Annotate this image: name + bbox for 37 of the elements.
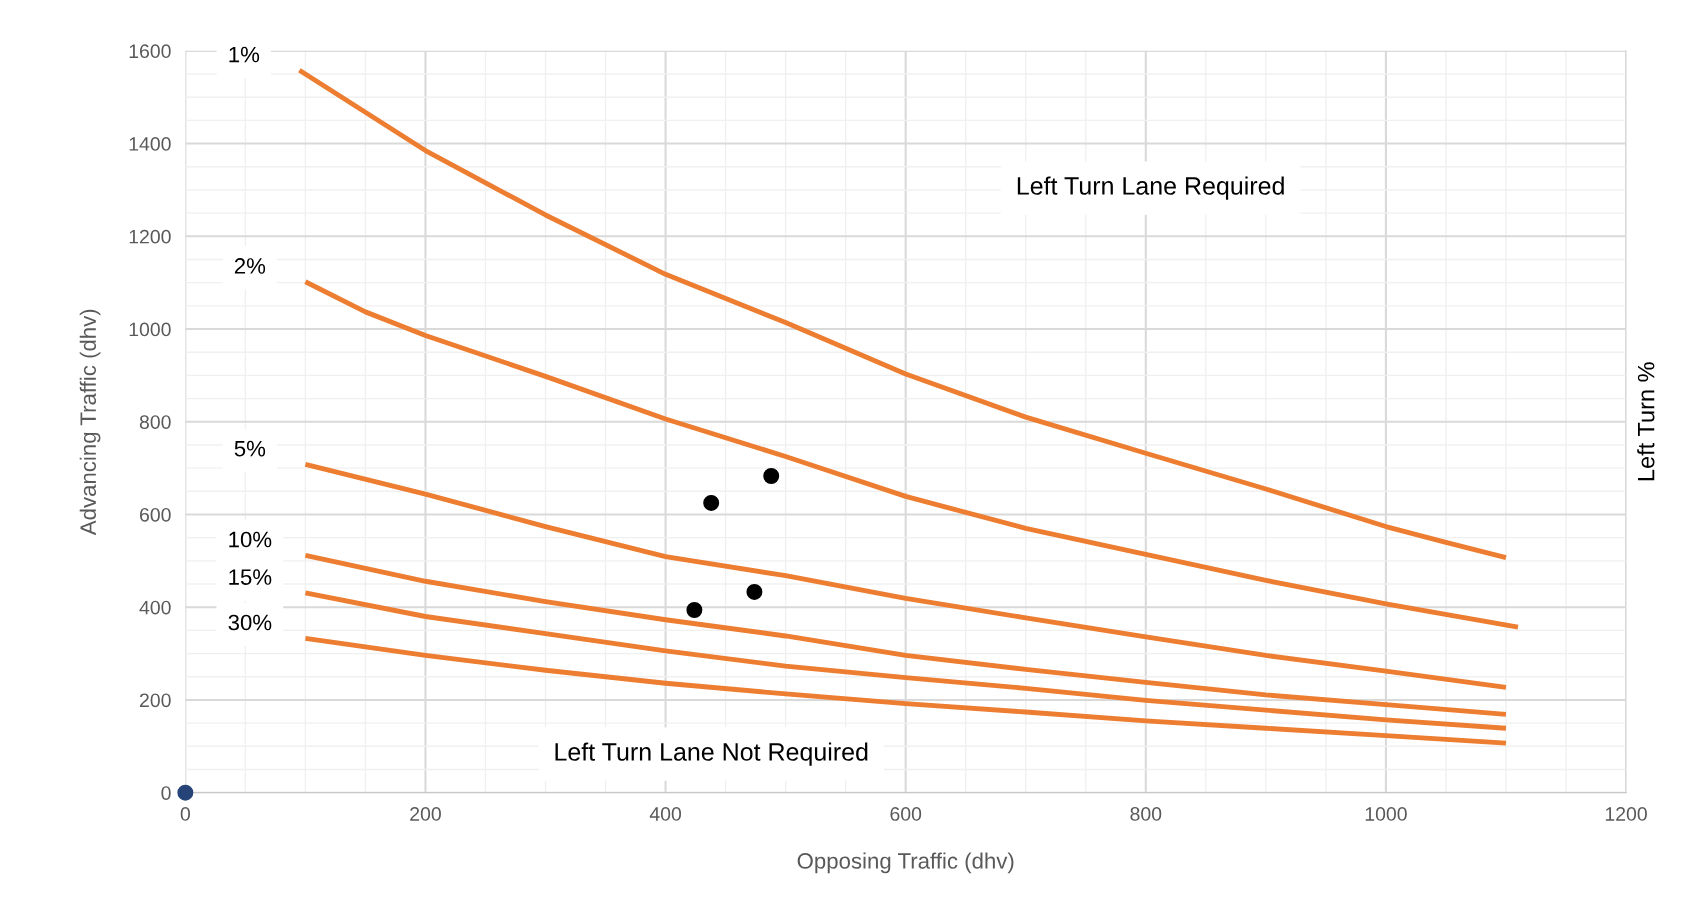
point bbox=[703, 494, 720, 511]
x-tick-label: 200 bbox=[410, 807, 441, 821]
y-tick-label: 200 bbox=[140, 693, 171, 708]
point bbox=[763, 468, 780, 484]
x-axis-title: Opposing Traffic (dhv) bbox=[797, 852, 1014, 874]
line-series bbox=[302, 552, 1509, 717]
series-label: 30% bbox=[228, 614, 272, 631]
x-tick-label: 600 bbox=[890, 807, 922, 821]
y2-axis-title: Left Turn % bbox=[1637, 362, 1655, 481]
line-series bbox=[296, 67, 1509, 561]
x-tick-label: 400 bbox=[649, 807, 682, 821]
x-tick-label: 800 bbox=[1130, 807, 1162, 821]
x-tick-label: 1000 bbox=[1365, 807, 1407, 821]
y-tick-label: 1000 bbox=[129, 322, 171, 337]
y-tick-label: 1400 bbox=[129, 137, 171, 151]
y-axis-title: Advancing Traffic (dhv) bbox=[79, 309, 101, 536]
y-tick-label: 400 bbox=[139, 600, 171, 615]
point bbox=[177, 784, 194, 801]
line-series bbox=[302, 590, 1509, 731]
annotation: Left Turn Lane Not Required bbox=[555, 742, 868, 766]
y-tick-label: 1200 bbox=[129, 229, 171, 244]
x-tick-label: 0 bbox=[180, 807, 190, 821]
point bbox=[746, 583, 763, 600]
y-tick-label: 800 bbox=[139, 415, 171, 429]
series-label: 5% bbox=[234, 440, 266, 457]
y-tick-label: 1600 bbox=[129, 44, 171, 59]
y-tick-label: 0 bbox=[161, 786, 171, 800]
series-label: 2% bbox=[234, 258, 266, 274]
series-label: 10% bbox=[229, 531, 272, 548]
y-tick-label: 600 bbox=[140, 507, 171, 522]
point bbox=[686, 602, 703, 618]
line-series bbox=[302, 461, 1509, 690]
series-label: 1% bbox=[229, 46, 260, 63]
x-tick-label: 1200 bbox=[1605, 807, 1647, 821]
line-series bbox=[302, 279, 1521, 630]
series-label: 15% bbox=[229, 569, 272, 585]
annotation: Left Turn Lane Required bbox=[1017, 176, 1284, 200]
